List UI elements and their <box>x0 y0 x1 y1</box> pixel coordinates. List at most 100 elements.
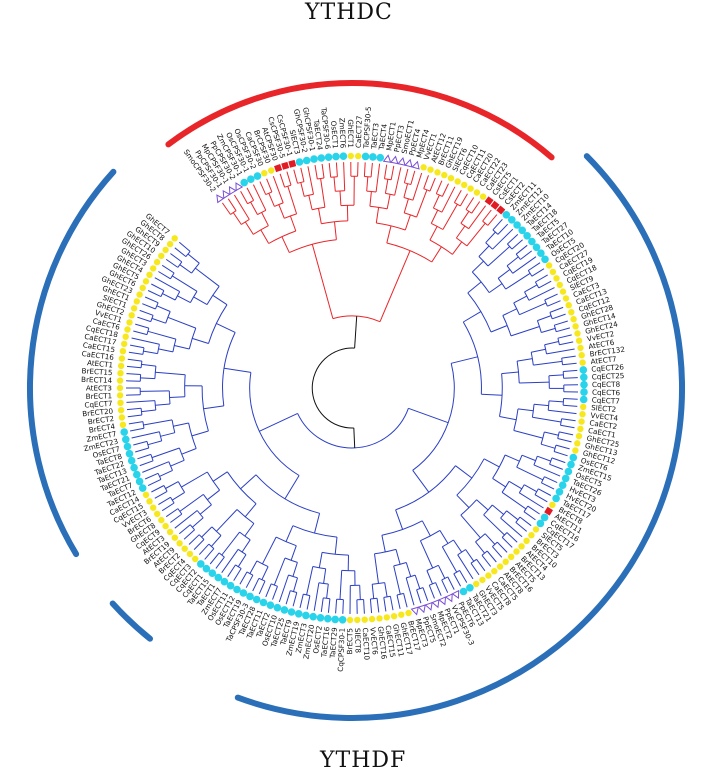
tree-branch <box>371 584 375 599</box>
tree-branch <box>518 484 525 494</box>
tree-branch <box>130 427 145 432</box>
leaf-marker-dot <box>545 262 553 269</box>
tree-branch <box>244 221 254 235</box>
tree-branch <box>384 179 389 194</box>
tree-branch <box>237 548 247 556</box>
tree-branch <box>563 369 578 372</box>
tree-branch <box>455 465 473 479</box>
tree-branch <box>419 540 434 569</box>
leaf-label: ZmECT6 <box>337 118 347 149</box>
leaf-marker-dot <box>240 178 248 187</box>
leaf-marker-dot <box>441 171 448 179</box>
tree-branch <box>451 356 478 364</box>
leaf-marker-dot <box>116 377 124 384</box>
leaf-marker-dot <box>473 189 481 196</box>
leaf-marker-dot <box>580 373 588 382</box>
tree-branch <box>510 326 540 337</box>
tree-branch <box>273 557 286 586</box>
tree-branch <box>429 177 436 192</box>
leaf-label: CqECT25 <box>591 371 624 381</box>
tree-branch <box>327 598 331 613</box>
tree-branch <box>389 596 394 611</box>
tree-branch <box>139 460 154 467</box>
tree-branch <box>412 363 455 471</box>
leaf-marker-dot <box>280 606 289 614</box>
leaf-marker-dot <box>537 249 545 257</box>
leaf-marker-dot <box>130 305 138 312</box>
tree-branch <box>426 570 433 585</box>
tree-branch <box>240 474 257 490</box>
tree-branch <box>170 513 183 523</box>
tree-branch <box>557 334 572 339</box>
tree-branch <box>441 546 458 573</box>
tree-branch <box>505 272 531 290</box>
leaf-marker-dot <box>150 504 157 511</box>
leaf-label: TaCPSF30-5 <box>361 106 373 149</box>
tree-branch <box>457 554 474 580</box>
tree-branch <box>541 327 556 333</box>
tree-branch <box>513 430 543 439</box>
leaf-marker-dot <box>564 467 573 476</box>
tree-branch <box>547 300 561 307</box>
tree-branch <box>435 582 442 596</box>
tree-branch <box>142 421 145 429</box>
tree-branch <box>292 562 298 577</box>
leaf-marker-dot <box>295 158 304 166</box>
tree-branch <box>519 516 532 527</box>
tree-branch <box>501 491 527 510</box>
tree-branch <box>552 313 566 320</box>
leaf-marker-triangle <box>417 604 426 614</box>
tree-branch <box>289 239 337 254</box>
tree-branch <box>506 510 519 521</box>
tree-branch <box>476 499 489 511</box>
tree-branch <box>244 503 257 518</box>
tree-branch <box>497 269 511 279</box>
root-branch <box>353 427 356 448</box>
tree-branch <box>548 400 564 403</box>
leaf-marker-dot <box>354 616 361 624</box>
tree-branch <box>311 206 325 211</box>
tree-branch <box>531 404 535 418</box>
leaf-marker-dot <box>579 366 588 374</box>
leaf-marker-dot <box>133 470 141 479</box>
leaf-marker-triangle <box>216 194 225 204</box>
tree-branch <box>156 305 171 312</box>
tree-branch <box>253 225 269 235</box>
tree-branch <box>393 565 401 595</box>
leaf-marker-square <box>484 196 494 206</box>
tree-branch <box>527 270 533 277</box>
leaf-marker-triangle <box>451 589 460 599</box>
leaf-label: TaECT16 <box>319 626 331 659</box>
leaf-marker-dot <box>513 221 521 229</box>
leaf-marker-dot <box>117 362 125 370</box>
tree-branch <box>328 163 332 178</box>
tree-branch <box>453 569 460 575</box>
leaf-marker-dot <box>226 581 235 590</box>
tree-branch <box>541 482 555 490</box>
tree-branch <box>467 292 492 333</box>
tree-branch <box>227 564 236 577</box>
tree-branch <box>523 511 536 521</box>
leaf-marker-dot <box>125 449 134 458</box>
tree-branch <box>369 598 373 614</box>
tree-branch <box>516 455 523 468</box>
tree-branch <box>410 170 416 185</box>
leaf-label: BrECT2 <box>87 414 114 426</box>
tree-branch <box>370 162 373 178</box>
tree-branch <box>160 432 175 437</box>
tree-branch <box>323 568 327 584</box>
tree-branch <box>240 191 249 204</box>
tree-branch <box>259 412 298 432</box>
leaf-label: CqCPSF30-1 <box>336 628 347 672</box>
tree-branch <box>502 308 517 316</box>
tree-branch <box>561 355 576 359</box>
leaf-marker-dot <box>273 603 282 612</box>
tree-branch <box>173 422 189 427</box>
tree-branch <box>191 430 209 437</box>
tree-branch <box>515 516 521 523</box>
leaf-marker-dot <box>158 252 165 260</box>
tree-branch <box>306 595 311 610</box>
leaf-marker-dot <box>580 380 588 389</box>
leaf-marker-dot <box>579 411 586 418</box>
tree-branch <box>300 167 305 182</box>
